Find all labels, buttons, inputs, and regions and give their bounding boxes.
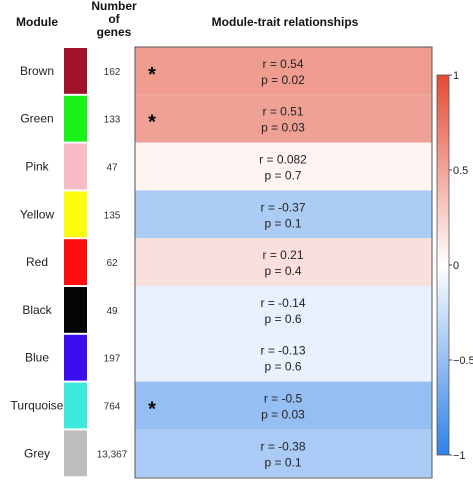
p-value-label: p = 0.1 (264, 455, 301, 469)
significance-star: * (148, 399, 156, 421)
heatmap-cell (135, 142, 432, 191)
module-label: Blue (25, 351, 49, 365)
heatmap-cell (135, 94, 432, 143)
gene-count: 13,367 (97, 449, 128, 460)
module-label: Brown (20, 64, 54, 78)
heatmap-cell (135, 381, 432, 430)
correlation-label: r = 0.082 (259, 153, 307, 167)
colorbar-tick-label: 0.5 (453, 165, 468, 177)
module-label: Red (26, 255, 48, 269)
table-row: Green 133 r = 0.51 p = 0.03 * (20, 94, 432, 143)
relationships-header: Module-trait relationships (212, 15, 359, 29)
colorbar-tick-label: −0.5 (453, 355, 473, 367)
p-value-label: p = 0.1 (264, 216, 301, 230)
colorbar-tick-label: 1 (453, 70, 459, 82)
heatmap-cell (135, 429, 432, 478)
colorbar-tick-label: 0 (453, 260, 459, 272)
module-column-header: Module (16, 15, 58, 29)
heatmap-cell (135, 238, 432, 286)
module-color-swatch (64, 95, 87, 142)
correlation-label: r = -0.38 (260, 439, 305, 453)
module-label: Turquoise (11, 399, 64, 413)
module-color-swatch (64, 239, 87, 285)
table-row: Turquoise 764 r = -0.5 p = 0.03 * (11, 381, 432, 430)
module-color-swatch (64, 191, 87, 238)
significance-star: * (148, 64, 156, 86)
p-value-label: p = 0.03 (261, 121, 305, 135)
module-label: Pink (25, 160, 49, 174)
table-row: Grey 13,367 r = -0.38 p = 0.1 (24, 429, 432, 478)
heatmap-cell (135, 190, 432, 239)
gene-count: 135 (104, 210, 121, 221)
correlation-label: r = -0.13 (260, 344, 305, 358)
table-row: Yellow 135 r = -0.37 p = 0.1 (20, 190, 432, 239)
p-value-label: p = 0.02 (261, 73, 305, 87)
module-label: Green (20, 112, 53, 126)
gene-count: 133 (104, 115, 121, 126)
correlation-label: r = 0.54 (262, 57, 303, 71)
colorbar-tick-label: −1 (453, 450, 466, 462)
colorbar (436, 74, 450, 456)
correlation-label: r = -0.37 (260, 200, 305, 214)
correlation-label: r = -0.14 (260, 296, 305, 310)
module-color-swatch (64, 287, 87, 333)
table-row: Pink 47 r = 0.082 p = 0.7 (25, 142, 432, 191)
p-value-label: p = 0.7 (264, 169, 301, 183)
module-color-swatch (64, 334, 87, 381)
table-row: Brown 162 r = 0.54 p = 0.02 * (20, 47, 432, 95)
module-label: Yellow (20, 207, 55, 221)
module-color-swatch (64, 48, 87, 94)
heatmap-border (134, 46, 433, 479)
table-row: Red 62 r = 0.21 p = 0.4 (26, 238, 432, 286)
table-row: Blue 197 r = -0.13 p = 0.6 (25, 333, 432, 382)
module-color-swatch (64, 382, 87, 429)
correlation-label: r = -0.5 (264, 392, 303, 406)
module-color-swatch (64, 430, 87, 477)
p-value-label: p = 0.03 (261, 408, 305, 422)
heatmap-cell (135, 333, 432, 382)
significance-star: * (148, 112, 156, 134)
gene-count: 62 (106, 258, 118, 269)
p-value-label: p = 0.6 (264, 360, 301, 374)
correlation-label: r = 0.51 (262, 105, 303, 119)
module-label: Grey (24, 446, 50, 460)
gene-count: 197 (104, 354, 121, 365)
p-value-label: p = 0.4 (264, 264, 301, 278)
gene-count: 162 (104, 67, 121, 78)
gene-count: 49 (106, 306, 118, 317)
p-value-label: p = 0.6 (264, 312, 301, 326)
heatmap-cell (135, 286, 432, 334)
module-color-swatch (64, 143, 87, 190)
gene-count: 764 (104, 402, 121, 413)
genes-column-header: Number of genes (91, 0, 137, 39)
heatmap-cell (135, 47, 432, 95)
gene-count: 47 (106, 163, 118, 174)
correlation-label: r = 0.21 (262, 248, 303, 262)
module-label: Black (22, 303, 52, 317)
table-row: Black 49 r = -0.14 p = 0.6 (22, 286, 432, 334)
